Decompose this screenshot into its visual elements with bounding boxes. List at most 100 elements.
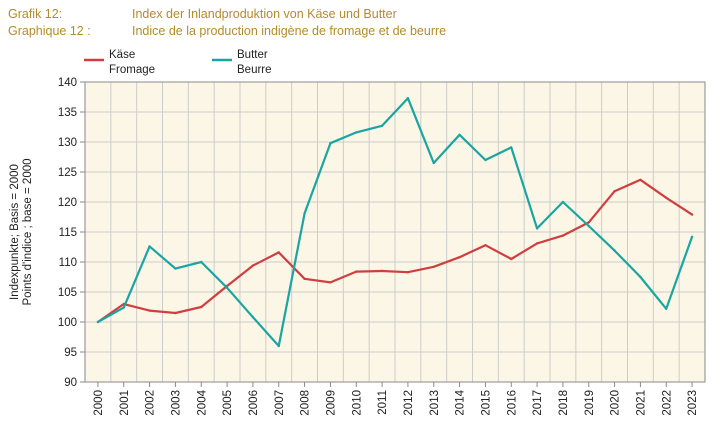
data-point xyxy=(406,97,410,100)
y-tick-label: 100 xyxy=(58,317,77,329)
data-point xyxy=(639,178,642,181)
data-point xyxy=(458,133,461,136)
data-point xyxy=(355,270,358,273)
data-point xyxy=(251,264,255,267)
x-tick-label: 2023 xyxy=(687,390,699,416)
chart-title-fr: Indice de la production indigène de from… xyxy=(132,24,447,38)
chart-title-de: Index der Inlandproduktion von Käse und … xyxy=(132,7,397,21)
x-tick-label: 2009 xyxy=(325,390,337,416)
data-point xyxy=(561,200,565,204)
data-point xyxy=(432,161,435,165)
header-row-de: Grafik 12: Index der Inlandproduktion vo… xyxy=(8,6,446,23)
y-axis-label-fr: Points d'indice ; base = 2000 xyxy=(22,158,34,305)
y-tick-label: 130 xyxy=(58,137,77,149)
data-point xyxy=(665,196,668,199)
legend-label-de: Käse xyxy=(109,49,135,61)
series-lines xyxy=(96,97,694,348)
x-tick-label: 2012 xyxy=(403,390,415,416)
y-axis-label: Indexpunkte; Basis = 2000 Points d'indice… xyxy=(9,158,34,305)
x-tick-label: 2019 xyxy=(584,390,596,416)
y-tick-label: 120 xyxy=(58,197,77,209)
x-tick-label: 2014 xyxy=(455,389,467,415)
data-point xyxy=(122,306,125,309)
legend-label-de: Butter xyxy=(237,49,268,61)
x-tick-label: 2003 xyxy=(170,390,182,416)
x-tick-label: 2013 xyxy=(429,390,441,416)
data-point xyxy=(432,265,435,268)
chart-header: Grafik 12: Index der Inlandproduktion vo… xyxy=(8,6,446,40)
data-point xyxy=(484,244,487,247)
data-point xyxy=(380,269,384,273)
legend-label-fr: Beurre xyxy=(237,64,272,76)
data-point xyxy=(277,344,280,348)
x-tick-label: 2000 xyxy=(93,390,105,416)
y-tick-label: 90 xyxy=(64,377,77,389)
data-point xyxy=(587,221,590,224)
y-tick-label: 115 xyxy=(59,227,77,239)
header-row-fr: Graphique 12 : Indice de la production i… xyxy=(8,23,446,40)
data-point xyxy=(251,316,255,319)
x-tick-label: 2006 xyxy=(248,390,260,416)
data-point xyxy=(148,245,151,248)
data-point xyxy=(200,305,203,309)
x-tick-label: 2002 xyxy=(145,390,157,416)
data-point xyxy=(613,249,616,252)
legend-label-fr: Fromage xyxy=(109,64,155,76)
data-point xyxy=(200,260,203,264)
data-point xyxy=(639,275,642,279)
series-line-kaese xyxy=(97,178,693,323)
y-tick-label: 95 xyxy=(64,347,77,359)
legend: Käse Fromage Butter Beurre xyxy=(84,49,272,76)
data-point xyxy=(535,242,539,245)
data-point xyxy=(355,131,358,134)
data-point xyxy=(458,256,461,259)
x-tick-label: 2022 xyxy=(661,390,673,416)
y-tick-label: 135 xyxy=(58,107,77,119)
data-point xyxy=(303,212,306,215)
y-tick-label: 125 xyxy=(58,167,77,179)
x-tick-label: 2007 xyxy=(274,390,286,416)
x-tick-label: 2017 xyxy=(532,390,544,416)
x-tick-label: 2005 xyxy=(222,390,234,416)
x-tick-label: 2001 xyxy=(119,390,131,416)
data-point xyxy=(535,227,539,230)
data-point xyxy=(329,142,332,145)
data-point xyxy=(380,124,384,128)
data-point xyxy=(587,224,590,228)
data-point xyxy=(174,267,177,270)
x-tick-label: 2016 xyxy=(506,390,518,416)
data-point xyxy=(510,146,513,149)
data-point xyxy=(406,271,410,274)
y-axis: 90 95 100 105 110 115 120 125 130 135 140 xyxy=(58,77,85,389)
data-point xyxy=(225,286,229,289)
data-point xyxy=(277,251,280,254)
legend-item-kaese: Käse Fromage xyxy=(84,49,155,76)
data-point xyxy=(561,234,565,237)
y-tick-label: 105 xyxy=(58,287,77,299)
data-point xyxy=(484,158,487,162)
data-point xyxy=(690,213,694,216)
x-axis: 2000 2001 2002 2003 2004 2005 2006 2007 2008 2009… xyxy=(93,382,699,416)
legend-item-butter: Butter Beurre xyxy=(212,49,272,76)
data-point xyxy=(665,307,668,310)
y-axis-label-de: Indexpunkte; Basis = 2000 xyxy=(9,164,21,300)
x-tick-label: 2021 xyxy=(635,390,647,416)
series-line-butter xyxy=(97,97,694,348)
data-point xyxy=(329,281,332,284)
data-point xyxy=(613,190,616,193)
plot-frame xyxy=(84,81,706,383)
y-tick-label: 110 xyxy=(59,257,77,269)
data-point xyxy=(148,309,151,312)
data-point xyxy=(510,257,513,261)
chart-number-fr: Graphique 12 : xyxy=(8,24,91,38)
x-tick-label: 2018 xyxy=(558,390,570,416)
data-point xyxy=(96,320,100,324)
x-tick-label: 2010 xyxy=(351,390,363,416)
x-tick-label: 2011 xyxy=(377,390,389,415)
data-point xyxy=(303,277,306,280)
x-tick-label: 2020 xyxy=(610,390,622,416)
data-point xyxy=(174,311,177,315)
chart-number-de: Grafik 12: xyxy=(8,7,63,21)
y-tick-label: 140 xyxy=(58,77,77,89)
